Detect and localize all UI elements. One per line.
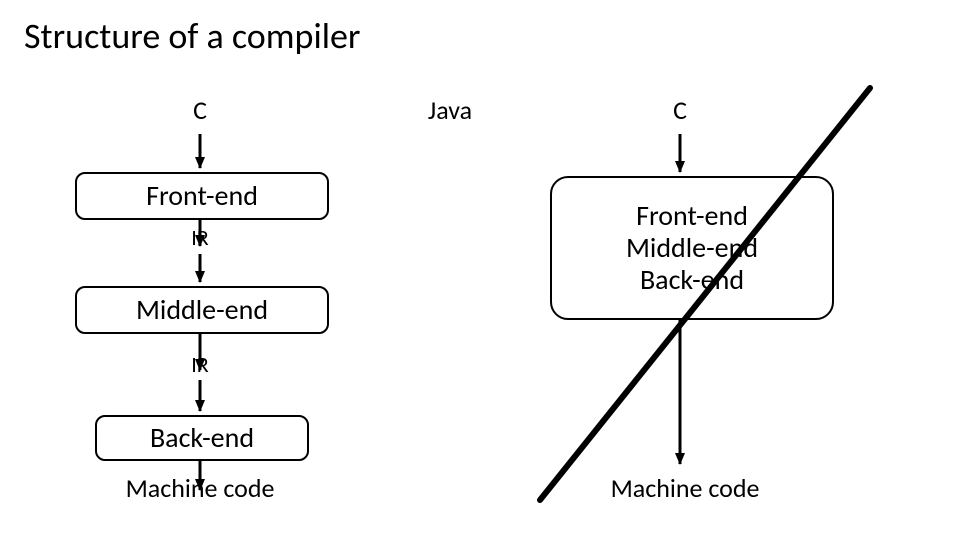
left-ir2-label: IR	[50, 351, 350, 378]
slide-title: Structure of a compiler	[24, 14, 360, 58]
left-backend-box: Back-end	[95, 415, 309, 461]
right-output-label: Machine code	[535, 472, 835, 504]
right-box-line2: Middle-end	[626, 232, 758, 264]
right-box-line3: Back-end	[640, 264, 744, 296]
right-box-line1: Front-end	[636, 200, 748, 232]
right-source-label: C	[530, 94, 830, 126]
right-combined-box: Front-end Middle-end Back-end	[550, 176, 834, 320]
left-middleend-box: Middle-end	[75, 286, 329, 334]
left-ir1-label: IR	[50, 224, 350, 251]
left-output-label: Machine code	[50, 472, 350, 504]
left-frontend-box: Front-end	[75, 172, 329, 220]
slide: Structure of a compiler C Front-end IR M…	[0, 0, 960, 540]
